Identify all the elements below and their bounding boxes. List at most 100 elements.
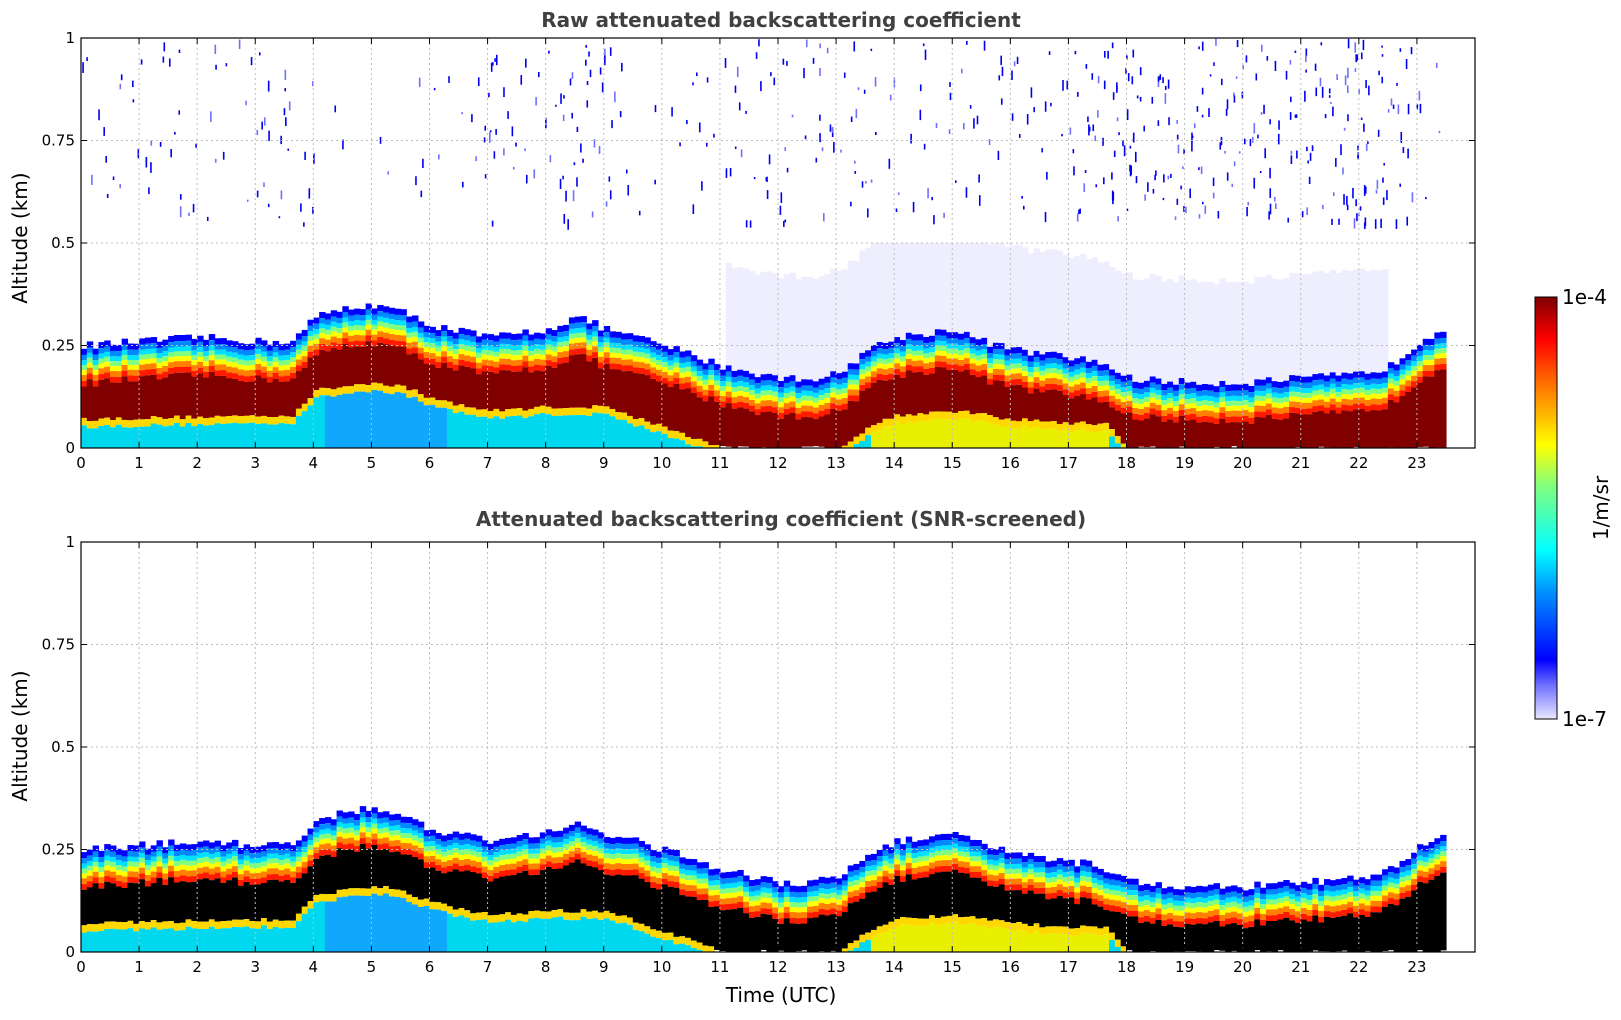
backscatter-cell [899, 916, 907, 925]
backscatter-cell [894, 838, 901, 845]
backscatter-cell [975, 861, 982, 867]
backscatter-cell [1161, 405, 1168, 411]
backscatter-cell [1399, 369, 1406, 375]
heatmap-column [563, 827, 570, 952]
backscatter-cell [1294, 375, 1302, 382]
haze-cell [1178, 275, 1186, 378]
heatmap-column [1318, 270, 1325, 447]
noise-speck [312, 206, 314, 214]
backscatter-cell [836, 884, 843, 890]
noise-speck [1347, 67, 1349, 79]
backscatter-cell [359, 384, 367, 392]
dense-layer-cell [191, 881, 198, 921]
backscatter-cell [998, 858, 1006, 864]
backscatter-cell [1033, 357, 1040, 363]
backscatter-cell [1056, 369, 1064, 375]
backscatter-cell [1376, 389, 1383, 395]
backscatter-cell [1260, 396, 1267, 401]
backscatter-cell [406, 843, 413, 849]
backscatter-cell [1219, 412, 1226, 419]
backscatter-cell [499, 332, 506, 339]
backscatter-cell [807, 891, 814, 897]
noise-speck [1311, 145, 1314, 152]
backscatter-cell [1370, 393, 1377, 399]
backscatter-cell [743, 387, 750, 393]
backscatter-cell [528, 837, 535, 844]
backscatter-cell [232, 846, 239, 852]
backscatter-cell [423, 342, 431, 348]
heatmap-column [446, 833, 454, 952]
heatmap-column [1039, 251, 1046, 448]
backscatter-cell [249, 364, 256, 370]
noise-speck [783, 221, 785, 227]
backscatter-cell [1149, 376, 1157, 383]
backscatter-cell [626, 859, 634, 865]
heatmap-column [1085, 259, 1093, 448]
dense-layer-cell [144, 886, 152, 923]
backscatter-cell [1306, 376, 1313, 383]
dense-layer-cell [923, 374, 930, 415]
backscatter-cell [789, 885, 797, 892]
backscatter-cell [1178, 384, 1186, 390]
backscatter-cell [621, 333, 628, 340]
noise-speck [137, 148, 140, 159]
noise-speck [768, 154, 771, 165]
heatmap-column [778, 278, 785, 448]
heatmap-column [191, 338, 198, 448]
backscatter-cell [139, 862, 146, 868]
backscatter-cell [307, 849, 314, 855]
noise-speck [586, 81, 589, 86]
backscatter-cell [998, 920, 1006, 928]
backscatter-cell [319, 844, 326, 851]
backscatter-cell [261, 372, 268, 379]
backscatter-cell [987, 928, 994, 952]
backscatter-cell [92, 924, 100, 932]
backscatter-cell [975, 350, 982, 356]
backscatter-cell [446, 855, 454, 861]
backscatter-cell [98, 425, 105, 448]
backscatter-cell [110, 419, 117, 428]
backscatter-cell [1045, 384, 1052, 390]
noise-speck [1346, 85, 1349, 94]
backscatter-cell [754, 900, 762, 906]
backscatter-cell [383, 886, 390, 894]
backscatter-cell [261, 866, 268, 872]
backscatter-cell [772, 386, 779, 392]
backscatter-cell [592, 346, 599, 353]
heatmap-column [911, 841, 918, 952]
backscatter-cell [992, 354, 1000, 360]
heatmap-column [371, 308, 378, 448]
backscatter-cell [667, 349, 675, 356]
backscatter-cell [998, 852, 1006, 859]
backscatter-cell [952, 838, 959, 844]
dense-layer-cell [969, 877, 977, 917]
backscatter-cell [98, 850, 105, 858]
backscatter-cell [888, 868, 895, 874]
dense-layer-cell [295, 371, 303, 409]
backscatter-cell [522, 345, 529, 351]
backscatter-cell [417, 401, 425, 448]
backscatter-cell [1143, 412, 1151, 419]
heatmap-column [975, 840, 982, 952]
backscatter-cell [731, 397, 738, 403]
dense-layer-cell [975, 377, 982, 414]
backscatter-cell [987, 422, 994, 448]
backscatter-cell [348, 341, 355, 348]
backscatter-cell [638, 872, 646, 879]
backscatter-cell [539, 359, 547, 366]
backscatter-cell [586, 860, 593, 866]
backscatter-cell [81, 375, 88, 381]
backscatter-cell [673, 362, 680, 368]
backscatter-cell [876, 353, 884, 359]
haze-cell [899, 243, 907, 341]
backscatter-cell [150, 358, 158, 364]
x-axis-label: Time (UTC) [725, 983, 837, 1007]
haze-cell [1091, 257, 1099, 360]
dense-layer-cell [754, 916, 762, 952]
backscatter-cell [1039, 375, 1046, 381]
backscatter-cell [383, 322, 390, 328]
backscatter-cell [290, 357, 297, 363]
heatmap-column [876, 849, 884, 952]
backscatter-cell [185, 855, 192, 861]
dense-layer-cell [452, 370, 460, 406]
